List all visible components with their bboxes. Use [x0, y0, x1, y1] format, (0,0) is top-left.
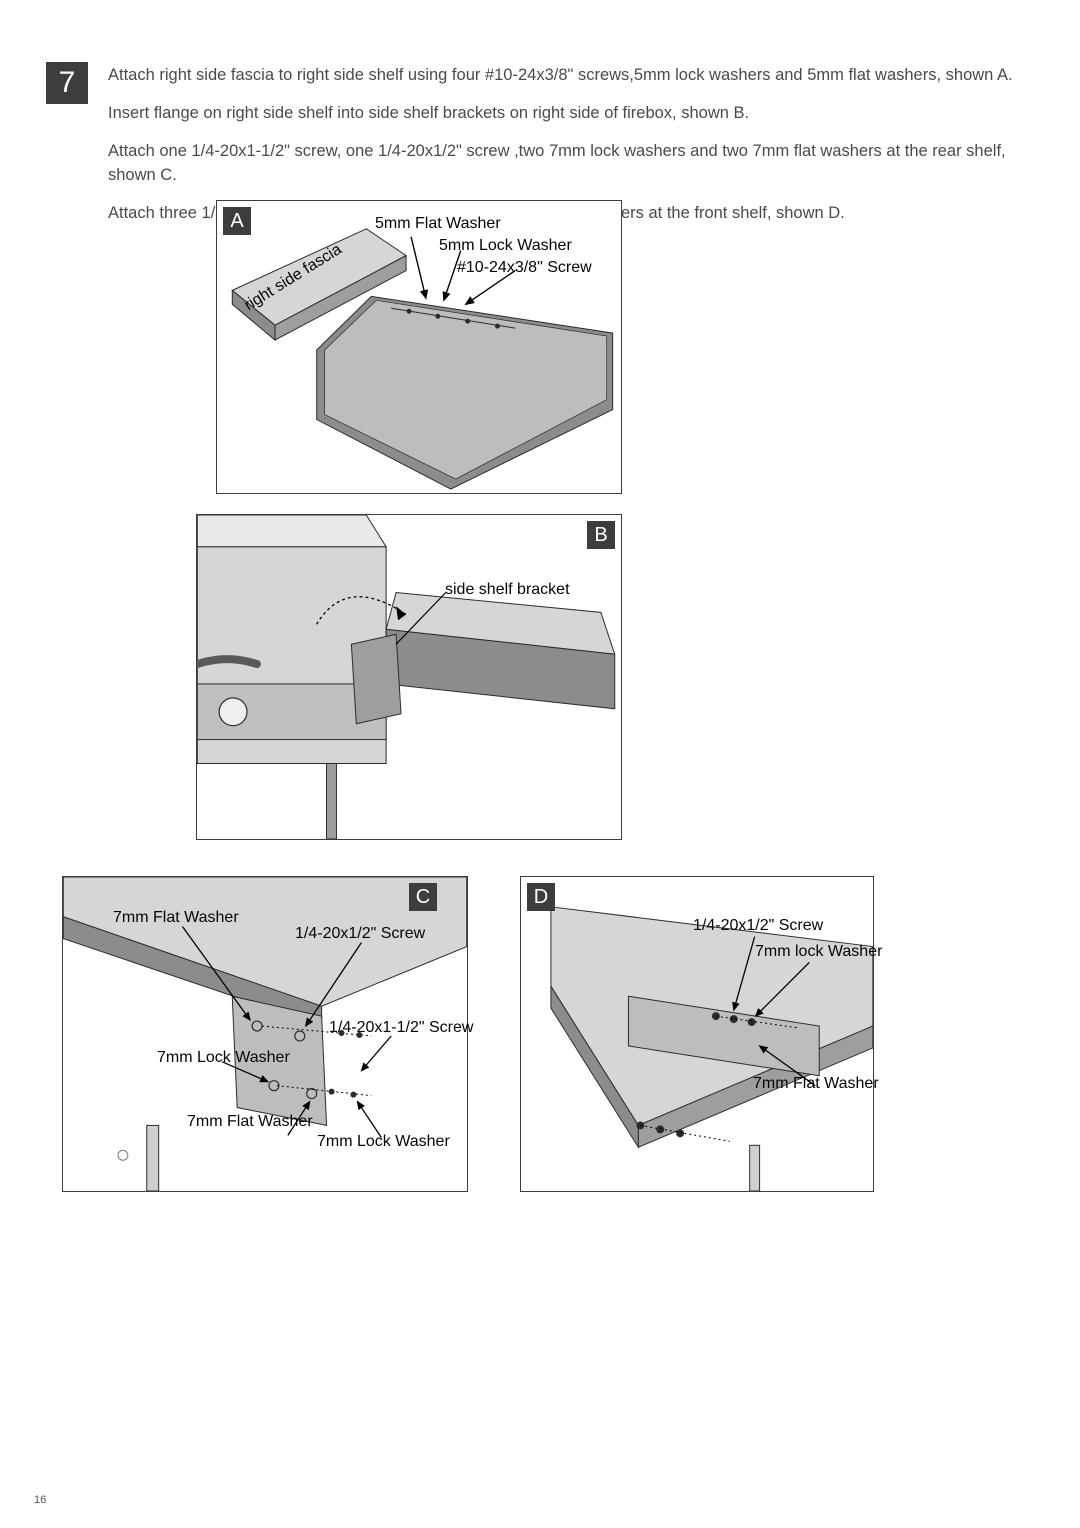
diagram-a-letter-box: A — [223, 207, 251, 235]
label-a-screw: #10-24x3/8" Screw — [457, 259, 592, 277]
instruction-line-3: Attach one 1/4-20x1-1/2" screw, one 1/4-… — [108, 140, 1042, 188]
diagram-b: B side shelf bracket — [196, 514, 622, 840]
label-c-lock-washer-bot: 7mm Lock Washer — [317, 1133, 450, 1151]
label-a-flat-washer: 5mm Flat Washer — [375, 215, 501, 233]
label-a-lock-washer: 5mm Lock Washer — [439, 237, 572, 255]
instruction-line-2: Insert flange on right side shelf into s… — [108, 102, 1042, 126]
label-c-flat-washer-bot: 7mm Flat Washer — [187, 1113, 313, 1131]
diagram-b-illustration — [197, 515, 621, 839]
diagram-a: A 5mm Flat Washer 5mm Lock Washer #10-24… — [216, 200, 622, 494]
instruction-line-1: Attach right side fascia to right side s… — [108, 64, 1042, 88]
label-d-screw: 1/4-20x1/2" Screw — [693, 917, 823, 935]
diagram-c: C 7mm Flat Washer 1/4-20x1/2" Screw 1/4-… — [62, 876, 468, 1192]
label-c-screw-long: 1/4-20x1-1/2" Screw — [329, 1019, 473, 1037]
label-c-flat-washer-top: 7mm Flat Washer — [113, 909, 239, 927]
diagram-d-letter: D — [534, 886, 548, 909]
diagram-d: D 1/4-20x1/2" Screw 7mm lock Washer 7mm … — [520, 876, 874, 1192]
label-b-bracket: side shelf bracket — [445, 581, 570, 599]
page-number: 16 — [34, 1494, 46, 1506]
label-c-lock-washer-mid: 7mm Lock Washer — [157, 1049, 290, 1067]
label-d-flat-washer: 7mm Flat Washer — [753, 1075, 879, 1093]
label-c-screw-half: 1/4-20x1/2" Screw — [295, 925, 425, 943]
step-number: 7 — [59, 66, 76, 100]
diagram-b-letter-box: B — [587, 521, 615, 549]
diagram-d-letter-box: D — [527, 883, 555, 911]
step-number-badge: 7 — [46, 62, 88, 104]
diagram-c-letter-box: C — [409, 883, 437, 911]
diagram-c-letter: C — [416, 886, 430, 909]
diagram-b-letter: B — [594, 524, 607, 547]
diagram-a-letter: A — [230, 210, 243, 233]
label-d-lock-washer: 7mm lock Washer — [755, 943, 882, 961]
